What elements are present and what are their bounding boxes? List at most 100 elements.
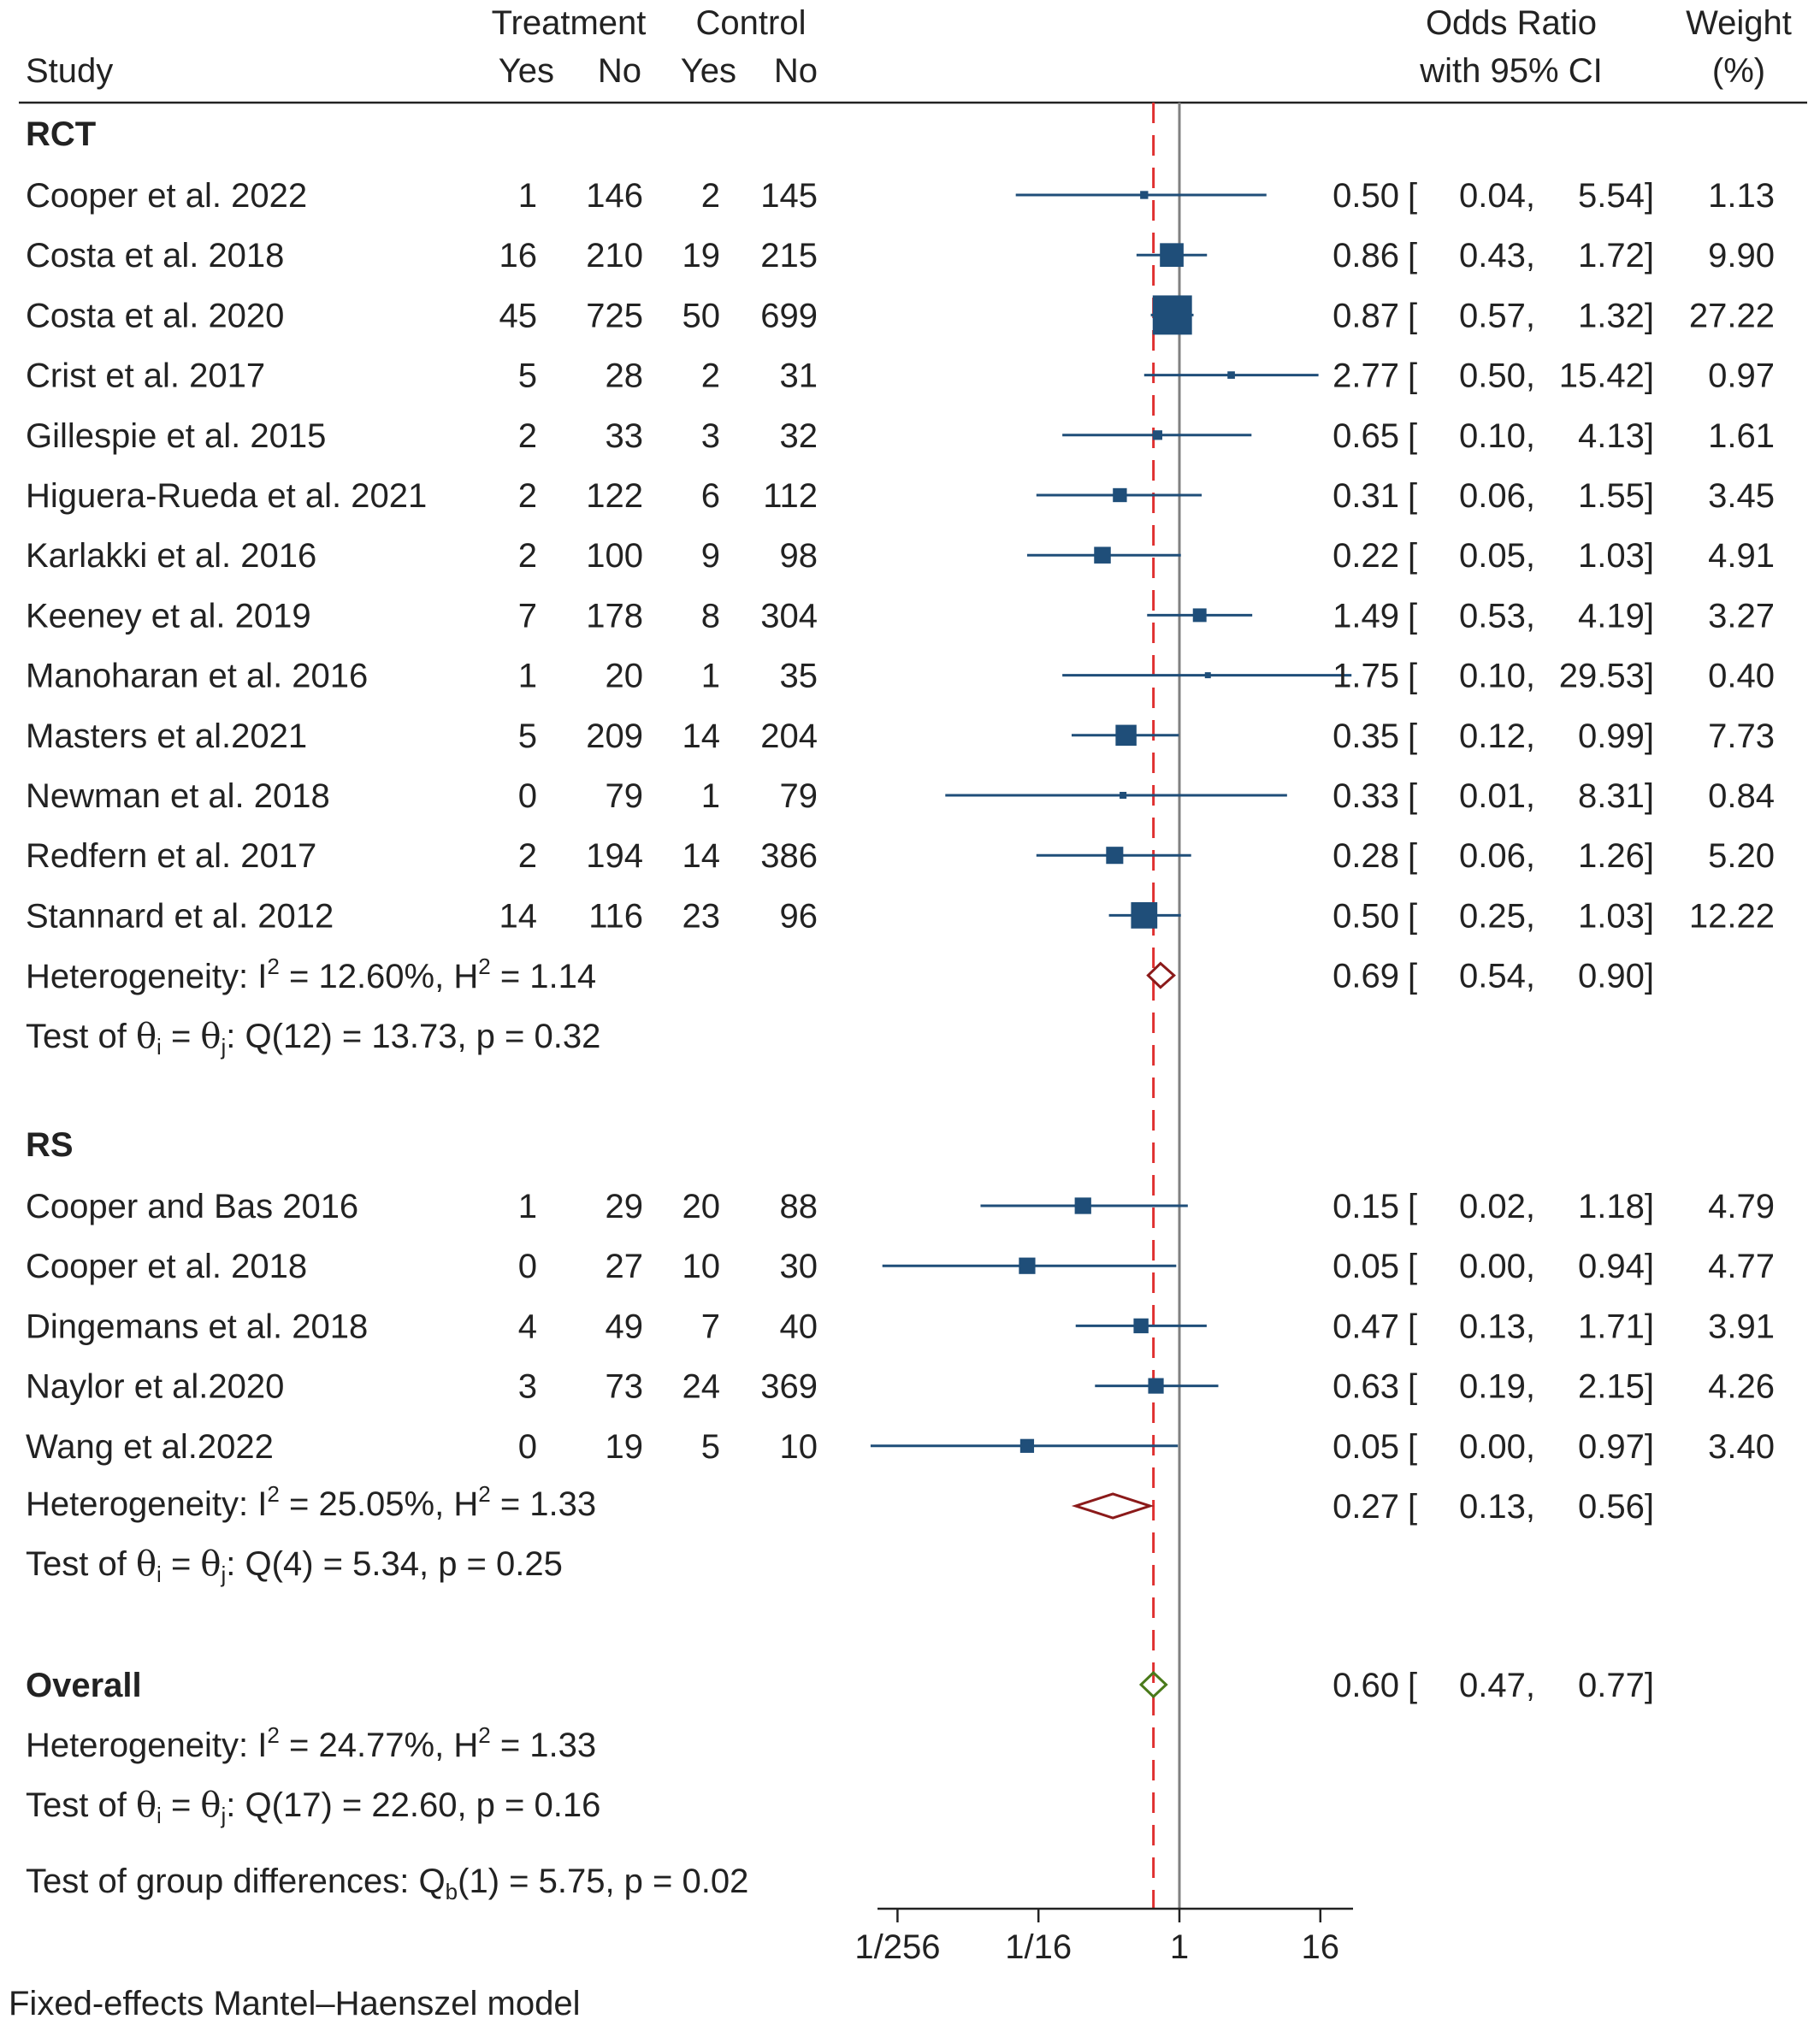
- study-or: 0.05: [1332, 1248, 1399, 1285]
- study-ci-high: 8.31]: [1578, 777, 1654, 815]
- control-yes-count: 20: [682, 1188, 721, 1225]
- study-row: Gillespie et al. 2015 2 33 3 32 0.65[0.10, 4.1…: [26, 417, 1775, 455]
- study-or: 0.35: [1332, 717, 1399, 755]
- study-ci-low: 0.43,: [1459, 237, 1535, 275]
- weight-marker: [1152, 430, 1162, 440]
- study-weight: 4.79: [1708, 1188, 1775, 1225]
- control-no-count: 31: [780, 357, 818, 395]
- study-bracket: [: [1408, 297, 1417, 334]
- control-no-count: 215: [760, 237, 818, 275]
- homogeneity-test-rs: Test of θi = θj: Q(4) = 5.34, p = 0.25: [26, 1544, 563, 1587]
- study-ci-low: 0.50,: [1459, 357, 1535, 395]
- study-ci-low: 0.57,: [1459, 297, 1535, 334]
- control-yes-count: 7: [701, 1308, 720, 1345]
- study-ci-low: 0.01,: [1459, 777, 1535, 815]
- study-or: 0.31: [1332, 477, 1399, 515]
- control-no-count: 88: [780, 1188, 818, 1225]
- study-weight: 5.20: [1708, 837, 1775, 875]
- treatment-no-count: 146: [586, 177, 643, 215]
- study-name: Crist et al. 2017: [26, 357, 265, 395]
- overall-or: 0.60: [1332, 1667, 1399, 1704]
- treatment-no-count: 73: [606, 1368, 644, 1406]
- weight-marker: [1131, 902, 1158, 929]
- group-differences-test: Test of group differences: Qb(1) = 5.75,…: [26, 1863, 748, 1904]
- study-weight: 1.13: [1708, 177, 1775, 215]
- study-ci-low: 0.00,: [1459, 1428, 1535, 1466]
- weight-marker: [1227, 371, 1235, 379]
- heterogeneity-rs: Heterogeneity: I2 = 25.05%, H2 = 1.33: [26, 1481, 596, 1523]
- treatment-no-count: 29: [606, 1188, 644, 1225]
- study-ci-high: 15.42]: [1559, 357, 1654, 395]
- control-no-count: 35: [780, 658, 818, 695]
- treatment-yes-count: 2: [518, 417, 537, 455]
- control-no-count: 98: [780, 537, 818, 575]
- study-ci-high: 1.18]: [1578, 1188, 1654, 1225]
- control-yes-count: 9: [701, 537, 720, 575]
- study-row: Cooper et al. 2022 1 146 2 145 0.50[0.04, 5.54…: [26, 177, 1775, 215]
- weight-marker: [1204, 672, 1211, 679]
- treatment-yes-count: 0: [518, 1428, 537, 1466]
- study-bracket: [: [1408, 177, 1417, 215]
- treatment-no-count: 19: [606, 1428, 644, 1466]
- header-weight-unit: (%): [1712, 52, 1765, 90]
- header-control-no: No: [774, 52, 818, 90]
- header-treatment: Treatment: [492, 4, 647, 42]
- study-weight: 7.73: [1708, 717, 1775, 755]
- weight-marker: [1160, 243, 1184, 268]
- study-row: Crist et al. 2017 5 28 2 31 2.77[0.50, 15.42] 0…: [26, 357, 1775, 395]
- study-ci-high: 1.55]: [1578, 477, 1654, 515]
- study-row: Costa et al. 2018 16 210 19 215 0.86[0.43, 1.7…: [26, 237, 1775, 275]
- study-name: Naylor et al.2020: [26, 1368, 284, 1406]
- pooled-rs-ci-high: 0.56]: [1578, 1488, 1654, 1526]
- control-yes-count: 14: [682, 837, 721, 875]
- study-ci-high: 1.26]: [1578, 837, 1654, 875]
- study-rows-rs: Cooper and Bas 2016 1 29 20 88 0.15[0.02, 1.18…: [26, 1188, 1775, 1466]
- study-name: Costa et al. 2020: [26, 297, 284, 334]
- study-name: Manoharan et al. 2016: [26, 658, 368, 695]
- study-ci-low: 0.00,: [1459, 1248, 1535, 1285]
- pooled-rs-or: 0.27: [1332, 1488, 1399, 1526]
- study-row: Costa et al. 2020 45 725 50 699 0.87[0.57, 1.3…: [26, 295, 1775, 334]
- treatment-no-count: 116: [588, 897, 643, 935]
- weight-marker: [1133, 1318, 1149, 1334]
- study-ci-low: 0.12,: [1459, 717, 1535, 755]
- control-yes-count: 6: [701, 477, 720, 515]
- study-ci-low: 0.06,: [1459, 837, 1535, 875]
- header-control-yes: Yes: [681, 52, 736, 90]
- heterogeneity-overall: Heterogeneity: I2 = 24.77%, H2 = 1.33: [26, 1722, 596, 1764]
- study-row: Wang et al.2022 0 19 5 10 0.05[0.00, 0.97] 3.40: [26, 1428, 1775, 1466]
- control-yes-count: 2: [701, 177, 720, 215]
- weight-marker: [1152, 295, 1192, 335]
- treatment-yes-count: 3: [518, 1368, 537, 1406]
- treatment-no-count: 209: [586, 717, 643, 755]
- study-bracket: [: [1408, 357, 1417, 395]
- study-weight: 3.91: [1708, 1308, 1775, 1345]
- study-row: Dingemans et al. 2018 4 49 7 40 0.47[0.13, 1.7…: [26, 1308, 1775, 1345]
- pooled-rs-ci-low: 0.13,: [1459, 1488, 1535, 1526]
- study-or: 0.15: [1332, 1188, 1399, 1225]
- control-yes-count: 2: [701, 357, 720, 395]
- study-name: Higuera-Rueda et al. 2021: [26, 477, 427, 515]
- study-bracket: [: [1408, 777, 1417, 815]
- pooled-rct-ci-low: 0.54,: [1459, 958, 1535, 995]
- study-ci-low: 0.04,: [1459, 177, 1535, 215]
- control-no-count: 145: [760, 177, 818, 215]
- study-ci-high: 0.97]: [1578, 1428, 1654, 1466]
- control-yes-count: 14: [682, 717, 721, 755]
- study-bracket: [: [1408, 597, 1417, 635]
- overall-bracket: [: [1408, 1667, 1417, 1704]
- study-row: Cooper et al. 2018 0 27 10 30 0.05[0.00, 0.94]…: [26, 1248, 1775, 1285]
- study-weight: 9.90: [1708, 237, 1775, 275]
- treatment-yes-count: 7: [518, 597, 537, 635]
- study-or: 0.33: [1332, 777, 1399, 815]
- study-or: 1.49: [1332, 597, 1399, 635]
- study-ci-high: 4.19]: [1578, 597, 1654, 635]
- treatment-yes-count: 1: [518, 177, 537, 215]
- study-weight: 12.22: [1689, 897, 1775, 935]
- study-ci-low: 0.13,: [1459, 1308, 1535, 1345]
- weight-marker: [1019, 1257, 1036, 1274]
- treatment-yes-count: 4: [518, 1308, 537, 1345]
- study-ci-high: 4.13]: [1578, 417, 1654, 455]
- control-yes-count: 23: [682, 897, 721, 935]
- study-ci-high: 0.99]: [1578, 717, 1654, 755]
